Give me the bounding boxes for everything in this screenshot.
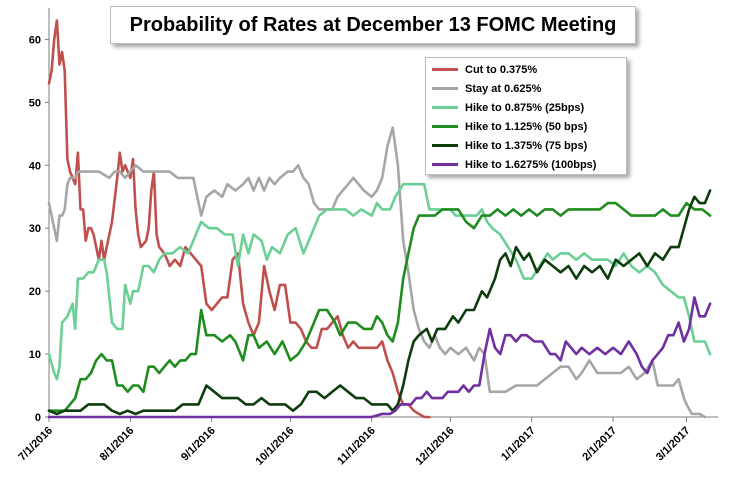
chart-title-box: Probability of Rates at December 13 FOMC… [110, 6, 636, 44]
legend-label: Hike to 0.875% (25bps) [465, 101, 585, 114]
series-line-4 [47, 189, 712, 416]
x-tick-label: 8/1/2016 [98, 425, 137, 464]
y-axis: 0 10 20 30 40 50 60 [29, 8, 50, 424]
x-tick-label: 1/1/2017 [499, 425, 538, 464]
y-tick-label: 10 [29, 349, 41, 361]
legend-swatch [432, 68, 458, 71]
series-line-5 [47, 296, 712, 419]
legend-label: Cut to 0.375% [465, 63, 538, 76]
series-line-0 [47, 19, 431, 419]
legend: Cut to 0.375% Stay at 0.625% Hike to 0.875… [425, 57, 627, 175]
legend-label: Hike to 1.125% (50 bps) [465, 120, 588, 133]
legend-swatch [432, 163, 458, 166]
legend-label: Stay at 0.625% [465, 82, 542, 95]
x-axis: 7/1/2016 8/1/2016 9/1/2016 10/1/2016 11/1/20… [16, 416, 718, 468]
legend-swatch [432, 144, 458, 147]
legend-item: Hike to 1.6275% (100bps) [432, 155, 626, 174]
legend-label: Hike to 1.375% (75 bps) [465, 139, 588, 152]
y-tick-label: 30 [29, 223, 41, 235]
chart-title: Probability of Rates at December 13 FOMC… [129, 13, 617, 36]
legend-label: Hike to 1.6275% (100bps) [465, 158, 597, 171]
series-line-1 [47, 126, 707, 419]
y-tick-label: 0 [35, 412, 41, 424]
series-lines [47, 19, 712, 419]
x-tick-label: 12/1/2016 [413, 425, 456, 468]
legend-item: Hike to 0.875% (25bps) [432, 98, 626, 117]
legend-swatch [432, 87, 458, 90]
legend-swatch [432, 106, 458, 109]
x-tick-label: 11/1/2016 [335, 425, 378, 468]
series-line-2 [47, 182, 712, 381]
x-tick-label: 7/1/2016 [16, 425, 55, 464]
y-tick-label: 40 [29, 160, 41, 172]
legend-swatch [432, 125, 458, 128]
legend-item: Hike to 1.125% (50 bps) [432, 117, 626, 136]
legend-item: Hike to 1.375% (75 bps) [432, 136, 626, 155]
x-tick-label: 2/1/2017 [580, 425, 619, 464]
y-tick-label: 20 [29, 286, 41, 298]
x-tick-label: 3/1/2017 [654, 425, 693, 464]
series-line-3 [47, 201, 712, 412]
y-tick-label: 50 [29, 97, 41, 109]
legend-item: Stay at 0.625% [432, 79, 626, 98]
legend-item: Cut to 0.375% [432, 60, 626, 79]
y-tick-label: 60 [29, 34, 41, 46]
x-tick-label: 9/1/2016 [179, 425, 218, 464]
x-tick-label: 10/1/2016 [253, 425, 296, 468]
